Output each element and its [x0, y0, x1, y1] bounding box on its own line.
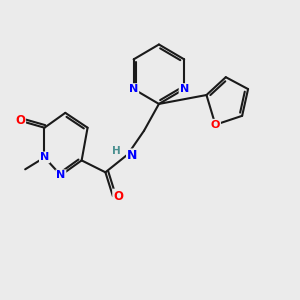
Text: N: N	[180, 84, 189, 94]
Text: O: O	[211, 120, 220, 130]
Text: N: N	[127, 149, 137, 162]
Text: H: H	[112, 146, 121, 157]
Text: N: N	[56, 170, 65, 180]
Text: N: N	[129, 84, 138, 94]
Text: O: O	[15, 114, 25, 127]
Text: N: N	[40, 152, 49, 162]
Text: O: O	[113, 190, 123, 202]
